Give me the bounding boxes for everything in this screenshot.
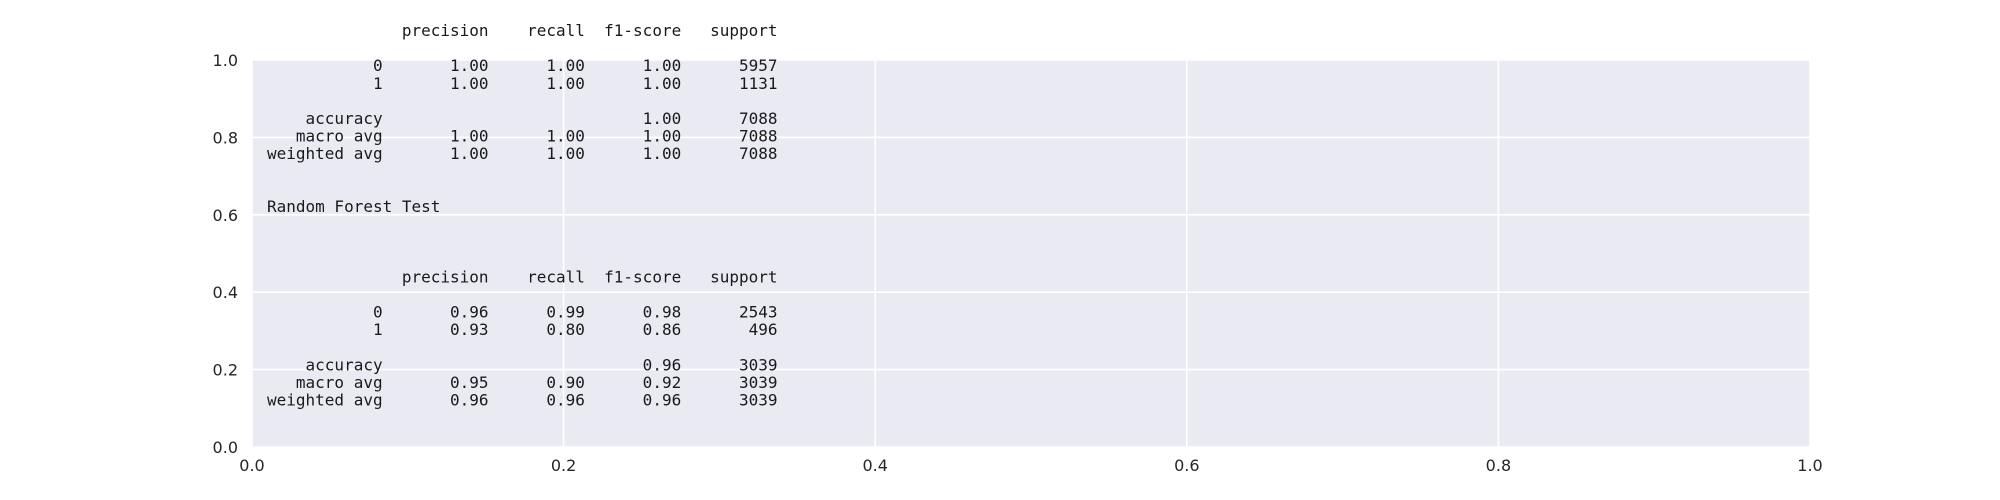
report-line: 1 1.00 1.00 1.00 1131 (267, 74, 778, 93)
gridlines (251, 59, 1811, 448)
y-axis: 0.0 0.2 0.4 0.6 0.8 1.0 (213, 51, 238, 457)
x-tick-label: 0.0 (239, 456, 264, 475)
y-tick-label: 0.4 (213, 283, 238, 302)
report-line: precision recall f1-score support (267, 267, 778, 286)
x-tick-label: 0.6 (1174, 456, 1199, 475)
x-tick-label: 0.8 (1486, 456, 1511, 475)
y-tick-label: 1.0 (213, 51, 238, 70)
report-line: precision recall f1-score support (267, 21, 778, 40)
y-tick-label: 0.0 (213, 438, 238, 457)
x-axis: 0.0 0.2 0.4 0.6 0.8 1.0 (239, 456, 1822, 475)
x-tick-label: 0.2 (551, 456, 576, 475)
y-tick-label: 0.8 (213, 128, 238, 147)
report-line: 0 1.00 1.00 1.00 5957 (267, 56, 778, 75)
x-tick-label: 1.0 (1797, 456, 1822, 475)
report-line: macro avg 1.00 1.00 1.00 7088 (267, 127, 778, 146)
report-line: Random Forest Test (267, 197, 440, 216)
report-line: 0 0.96 0.99 0.98 2543 (267, 303, 778, 322)
report-line: weighted avg 1.00 1.00 1.00 7088 (267, 144, 778, 163)
y-tick-label: 0.6 (213, 206, 238, 225)
report-line: 1 0.93 0.80 0.86 496 (267, 320, 778, 339)
report-line: weighted avg 0.96 0.96 0.96 3039 (267, 391, 778, 410)
classification-report-text: precision recall f1-score support 0 1.00… (267, 21, 778, 410)
y-tick-label: 0.2 (213, 361, 238, 380)
report-line: accuracy 1.00 7088 (267, 109, 778, 128)
x-tick-label: 0.4 (862, 456, 887, 475)
report-line: macro avg 0.95 0.90 0.92 3039 (267, 373, 778, 392)
plot-area (252, 60, 1810, 447)
report-line: accuracy 0.96 3039 (267, 355, 778, 374)
